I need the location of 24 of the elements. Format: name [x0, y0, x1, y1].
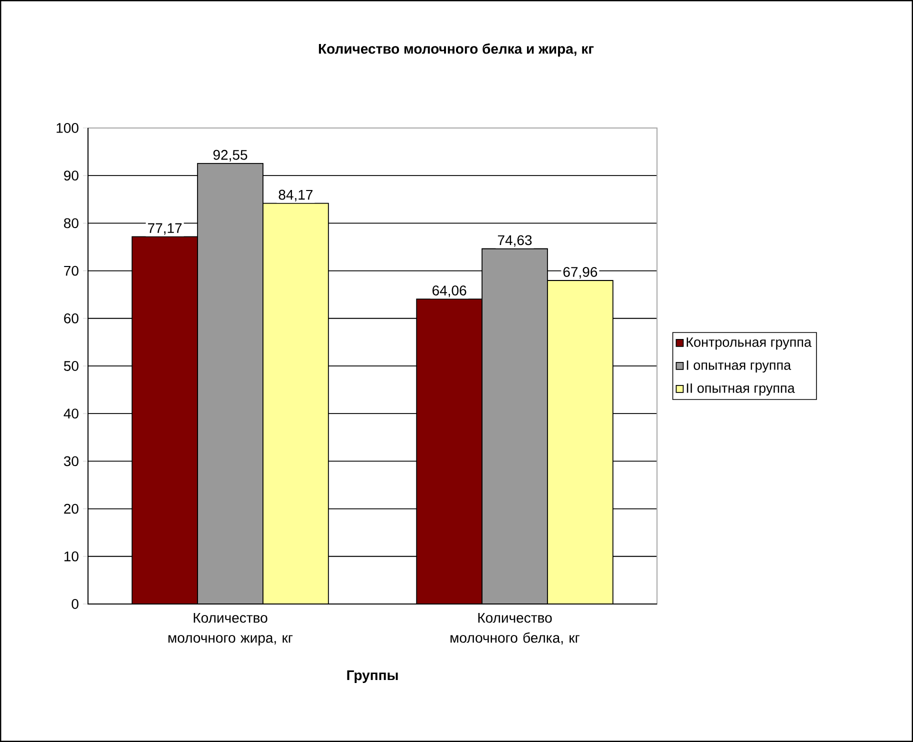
y-tick-label: 90 [64, 170, 78, 181]
legend-label: II опытная группа [686, 383, 795, 396]
data-label: 77,17 [148, 223, 182, 235]
y-tick-label: 0 [72, 599, 78, 609]
y-tick-label: 80 [64, 218, 78, 228]
legend-label: I опытная группа [686, 360, 792, 373]
y-tick-label: 60 [64, 313, 78, 324]
x-axis-title: Группы [347, 670, 398, 683]
x-tick-label: Количество молочного белка, кг [450, 613, 580, 644]
legend-label: Контрольная группа [686, 337, 812, 350]
y-tick-label: 50 [64, 361, 78, 371]
y-tick-label: 40 [64, 408, 78, 419]
x-tick-label: Количество молочного жира, кг [168, 613, 293, 646]
data-label: 92,55 [213, 150, 248, 162]
data-label: 67,96 [563, 266, 598, 279]
y-tick-label: 100 [56, 123, 78, 133]
data-label: 84,17 [278, 190, 312, 202]
chart-title: Количество молочного белка и жира, кг [318, 43, 594, 57]
y-tick-label: 30 [64, 456, 78, 466]
data-label: 74,63 [498, 235, 532, 247]
y-tick-label: 10 [64, 551, 78, 562]
y-tick-label: 70 [64, 266, 78, 276]
data-label: 64,06 [432, 286, 466, 298]
y-tick-label: 20 [64, 504, 78, 514]
